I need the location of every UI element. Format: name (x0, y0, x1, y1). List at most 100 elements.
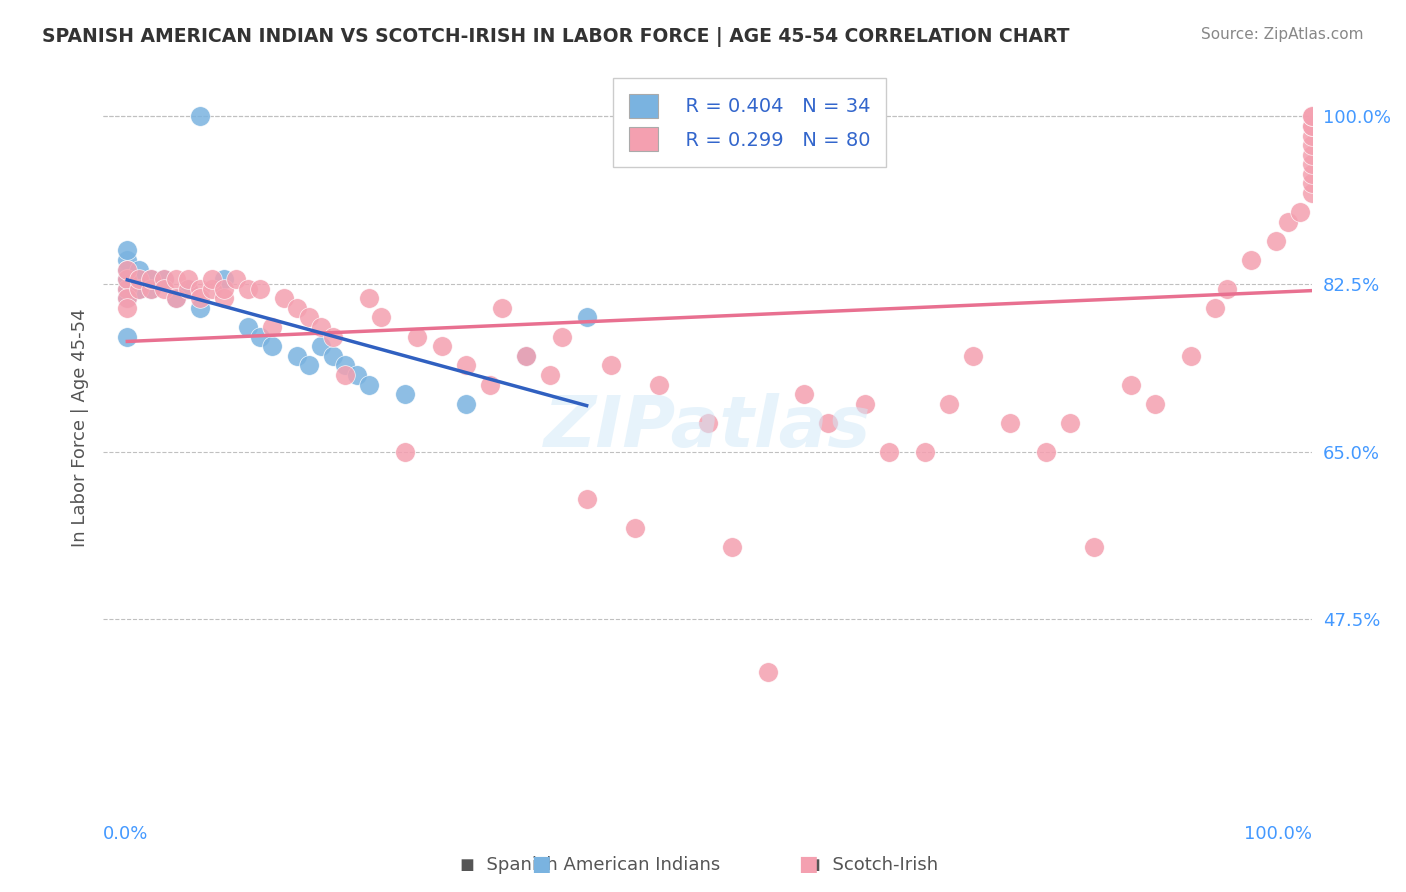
Point (817, 416, 839, 430)
Point (188, 109, 211, 123)
Text: ■: ■ (799, 855, 818, 874)
Point (1240, 253, 1263, 268)
Text: 0.0%: 0.0% (103, 825, 149, 843)
Point (249, 282, 271, 296)
Point (188, 301, 211, 315)
Point (117, 272, 139, 286)
Point (370, 310, 392, 325)
Point (515, 349, 537, 363)
Point (298, 310, 321, 325)
Point (914, 444, 936, 458)
Point (212, 282, 235, 296)
Point (1301, 138, 1323, 153)
Point (346, 368, 368, 382)
Point (1301, 186, 1323, 200)
Point (853, 397, 876, 411)
Point (1264, 234, 1286, 248)
Point (128, 262, 150, 277)
Point (212, 272, 235, 286)
Point (877, 444, 900, 458)
Point (491, 301, 513, 315)
Point (394, 444, 416, 458)
Point (117, 272, 139, 286)
Point (1180, 349, 1202, 363)
Point (333, 359, 356, 373)
Point (1301, 109, 1323, 123)
Point (262, 320, 284, 334)
Point (225, 272, 247, 286)
Point (696, 416, 718, 430)
Point (322, 329, 344, 343)
Point (117, 262, 139, 277)
Point (454, 359, 477, 373)
Point (188, 291, 211, 305)
Text: ZIPatlas: ZIPatlas (544, 393, 872, 462)
Point (551, 329, 574, 343)
Point (141, 282, 163, 296)
Point (128, 272, 150, 286)
Text: ◼  Spanish American Indians: ◼ Spanish American Indians (460, 856, 721, 874)
Point (430, 339, 453, 353)
Point (1035, 444, 1057, 458)
Text: ◼  Scotch-Irish: ◼ Scotch-Irish (806, 856, 938, 874)
Text: 100.0%: 100.0% (1244, 825, 1312, 843)
Point (357, 291, 380, 305)
Point (165, 272, 187, 286)
Point (201, 272, 224, 286)
Point (188, 282, 211, 296)
Point (394, 387, 416, 401)
Point (141, 282, 163, 296)
Point (117, 282, 139, 296)
Point (309, 339, 332, 353)
Point (298, 359, 321, 373)
Point (1277, 215, 1299, 229)
Point (152, 282, 174, 296)
Point (262, 339, 284, 353)
Point (117, 244, 139, 258)
Point (1301, 119, 1323, 133)
Point (238, 282, 260, 296)
Point (238, 320, 260, 334)
Point (515, 349, 537, 363)
Point (406, 329, 429, 343)
Point (177, 282, 200, 296)
Point (454, 397, 477, 411)
Point (152, 272, 174, 286)
Point (478, 377, 501, 392)
Point (756, 665, 779, 679)
Point (117, 282, 139, 296)
Point (720, 541, 742, 555)
Point (177, 282, 200, 296)
Point (648, 377, 671, 392)
Point (201, 282, 224, 296)
Point (152, 272, 174, 286)
Point (285, 349, 308, 363)
Point (212, 291, 235, 305)
Point (1301, 147, 1323, 161)
Point (575, 310, 598, 325)
Point (309, 320, 332, 334)
Point (599, 359, 621, 373)
Point (1301, 157, 1323, 171)
Point (624, 521, 647, 535)
Point (1288, 205, 1310, 219)
Point (165, 291, 187, 305)
Point (1059, 416, 1081, 430)
Point (128, 282, 150, 296)
Point (273, 291, 295, 305)
Point (285, 301, 308, 315)
Point (333, 368, 356, 382)
Point (128, 272, 150, 286)
Point (117, 329, 139, 343)
Point (177, 272, 200, 286)
Point (998, 416, 1021, 430)
Point (575, 492, 598, 507)
Point (117, 291, 139, 305)
Point (117, 291, 139, 305)
Text: ■: ■ (531, 855, 551, 874)
Text: SPANISH AMERICAN INDIAN VS SCOTCH-IRISH IN LABOR FORCE | AGE 45-54 CORRELATION C: SPANISH AMERICAN INDIAN VS SCOTCH-IRISH … (42, 27, 1070, 46)
Point (1301, 128, 1323, 143)
Point (117, 301, 139, 315)
Point (793, 387, 815, 401)
Point (117, 272, 139, 286)
